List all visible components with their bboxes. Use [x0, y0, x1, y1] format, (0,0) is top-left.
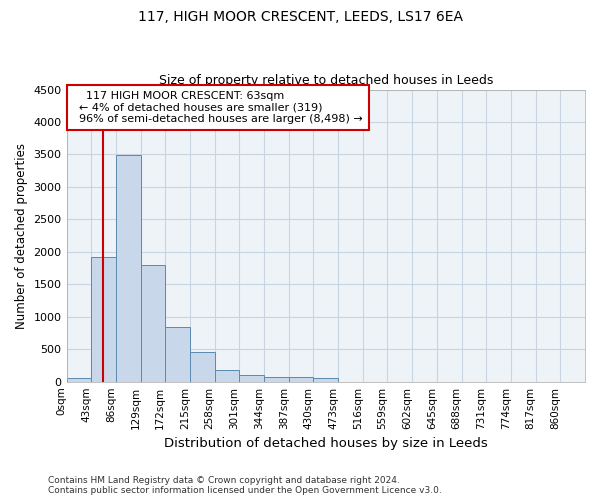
Bar	[140, 266, 165, 382]
Bar	[67, 378, 91, 382]
Bar	[165, 327, 190, 382]
Bar	[116, 155, 140, 382]
Bar	[190, 352, 215, 382]
Bar	[215, 370, 239, 382]
Title: Size of property relative to detached houses in Leeds: Size of property relative to detached ho…	[158, 74, 493, 87]
Bar	[239, 375, 264, 382]
Text: 117 HIGH MOOR CRESCENT: 63sqm
  ← 4% of detached houses are smaller (319)
  96% : 117 HIGH MOOR CRESCENT: 63sqm ← 4% of de…	[72, 91, 363, 124]
Text: 117, HIGH MOOR CRESCENT, LEEDS, LS17 6EA: 117, HIGH MOOR CRESCENT, LEEDS, LS17 6EA	[137, 10, 463, 24]
Bar	[91, 257, 116, 382]
Bar	[313, 378, 338, 382]
Bar	[264, 377, 289, 382]
Bar	[289, 378, 313, 382]
Y-axis label: Number of detached properties: Number of detached properties	[15, 142, 28, 328]
Text: Contains HM Land Registry data © Crown copyright and database right 2024.
Contai: Contains HM Land Registry data © Crown c…	[48, 476, 442, 495]
X-axis label: Distribution of detached houses by size in Leeds: Distribution of detached houses by size …	[164, 437, 488, 450]
